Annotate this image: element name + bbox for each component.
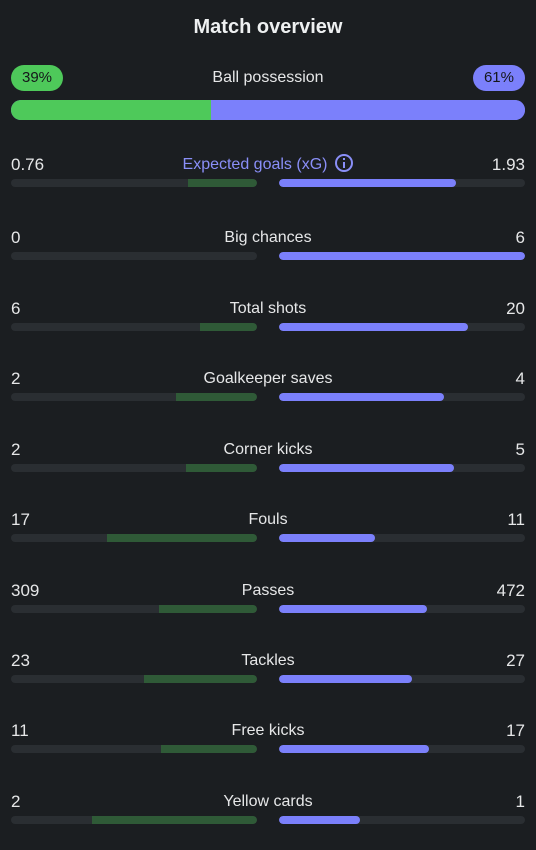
away-bar-track	[279, 393, 525, 401]
away-value: 1.93	[491, 155, 525, 174]
home-value: 11	[11, 721, 29, 740]
stat-label-text: Free kicks	[231, 722, 305, 739]
away-value: 27	[506, 651, 525, 670]
stat-label-text: Corner kicks	[223, 441, 313, 458]
away-value: 6	[515, 228, 525, 247]
home-value: 23	[11, 651, 30, 670]
home-bar-fill	[106, 534, 257, 542]
stat-label-text: Big chances	[224, 229, 312, 246]
home-bar-track	[11, 393, 257, 401]
away-bar-track	[279, 252, 525, 260]
home-bar-fill	[188, 179, 257, 187]
away-bar-fill	[279, 179, 457, 187]
away-value: 472	[496, 581, 525, 600]
stat-label: Goalkeeper saves	[11, 368, 525, 390]
stat-row: 11 Free kicks 17	[11, 720, 525, 754]
stat-label-text: Expected goals (xG)	[182, 156, 328, 173]
stat-row: 2 Corner kicks 5	[11, 439, 525, 473]
away-bar-fill	[279, 675, 412, 683]
stat-row: 0.76 Expected goals (xG) 1.93	[11, 154, 525, 188]
away-bar-fill	[279, 464, 454, 472]
home-bar-track	[11, 464, 257, 472]
stat-row: 17 Fouls 11	[11, 509, 525, 543]
home-bar-track	[11, 675, 257, 683]
away-bar-track	[279, 323, 525, 331]
away-bar-fill	[279, 605, 427, 613]
stat-label-text: Total shots	[229, 300, 307, 317]
home-bar-track	[11, 179, 257, 187]
info-icon[interactable]	[335, 154, 354, 172]
stat-label: Tackles	[11, 650, 525, 672]
away-value: 1	[515, 792, 525, 811]
stat-label: Yellow cards	[11, 791, 525, 813]
stat-label-text: Fouls	[248, 511, 288, 528]
away-value: 5	[515, 440, 525, 459]
away-bar-track	[279, 605, 525, 613]
away-bar-fill	[279, 252, 525, 260]
possession-label: Ball possession	[212, 69, 324, 86]
away-bar-track	[279, 816, 525, 824]
home-value: 2	[11, 440, 21, 459]
stat-label-text: Goalkeeper saves	[203, 370, 333, 387]
home-bar-track	[11, 323, 257, 331]
possession-bar-home	[11, 100, 212, 120]
home-value: 2	[11, 369, 21, 388]
home-bar-track	[11, 745, 257, 753]
home-value: 309	[11, 581, 40, 600]
stat-row: 6 Total shots 20	[11, 298, 525, 332]
away-bar-track	[279, 464, 525, 472]
stat-label-text: Yellow cards	[223, 793, 313, 810]
away-bar-track	[279, 534, 525, 542]
home-bar-fill	[200, 323, 257, 331]
stat-label: Free kicks	[11, 720, 525, 742]
stat-label: Fouls	[11, 509, 525, 531]
home-bar-track	[11, 605, 257, 613]
home-bar-fill	[185, 464, 257, 472]
away-bar-fill	[279, 534, 375, 542]
home-value: 0	[11, 228, 21, 247]
stat-row: 309 Passes 472	[11, 580, 525, 614]
home-possession-badge: 39%	[11, 65, 64, 91]
stat-label: Corner kicks	[11, 439, 525, 461]
stat-label-text: Tackles	[241, 652, 295, 669]
home-bar-fill	[175, 393, 257, 401]
home-bar-fill	[143, 675, 257, 683]
away-bar-fill	[279, 393, 444, 401]
home-value: 2	[11, 792, 21, 811]
home-bar-fill	[161, 745, 257, 753]
away-value: 4	[515, 369, 525, 388]
stat-label: Total shots	[11, 298, 525, 320]
away-value: 20	[506, 299, 525, 318]
away-bar-fill	[279, 816, 361, 824]
away-bar-track	[279, 675, 525, 683]
possession-bar-away	[211, 100, 525, 120]
away-bar-fill	[279, 745, 430, 753]
away-bar-fill	[279, 323, 469, 331]
stat-row: 2 Goalkeeper saves 4	[11, 368, 525, 402]
stat-label[interactable]: Expected goals (xG)	[11, 154, 525, 176]
home-bar-track	[11, 534, 257, 542]
away-bar-track	[279, 745, 525, 753]
home-bar-fill	[92, 816, 257, 824]
stat-label: Passes	[11, 580, 525, 602]
away-value: 17	[506, 721, 525, 740]
home-value: 6	[11, 299, 21, 318]
home-value: 0.76	[11, 155, 45, 174]
page-title: Match overview	[193, 16, 343, 38]
stat-row: 0 Big chances 6	[11, 227, 525, 261]
away-value: 11	[507, 510, 525, 529]
away-bar-track	[279, 179, 525, 187]
stat-label: Big chances	[11, 227, 525, 249]
stat-label-text: Passes	[241, 582, 295, 599]
stat-row: 23 Tackles 27	[11, 650, 525, 684]
home-bar-track	[11, 252, 257, 260]
stat-row: 2 Yellow cards 1	[11, 791, 525, 825]
away-possession-badge: 61%	[472, 65, 525, 91]
home-bar-fill	[158, 605, 257, 613]
possession-bar	[11, 100, 525, 120]
home-bar-track	[11, 816, 257, 824]
home-value: 17	[11, 510, 30, 529]
possession-header: Ball possession 39% 61%	[11, 65, 525, 91]
